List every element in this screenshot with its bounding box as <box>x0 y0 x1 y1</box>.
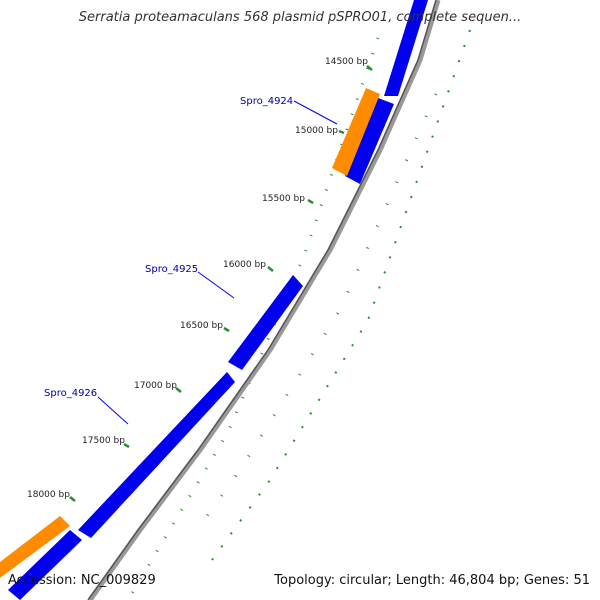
gene-label-leader <box>293 100 338 125</box>
gene-labels: Spro_4924 Spro_4925 Spro_4926 <box>44 96 338 425</box>
reverse-cds-spro-4927 <box>0 516 70 578</box>
forward-cds-spro-4923 <box>384 0 428 96</box>
scale-label: 17000 bp <box>134 381 177 391</box>
scale-label: 16500 bp <box>180 321 223 331</box>
scale-label: 18000 bp <box>27 490 70 500</box>
scale-tick <box>338 129 345 135</box>
scale-label: 14500 bp <box>325 57 368 67</box>
sequence-backbone <box>87 0 441 600</box>
inner-tick-dashes <box>202 29 471 561</box>
forward-cds-spro-4928 <box>8 530 82 600</box>
scale-tick <box>69 496 76 502</box>
summary-label: Topology: circular; Length: 46,804 bp; G… <box>274 573 590 588</box>
scale-tick <box>123 442 130 449</box>
scale-label: 17500 bp <box>82 436 125 446</box>
scale-label: 15500 bp <box>262 194 305 204</box>
scale-label: 16000 bp <box>223 260 266 270</box>
scale-label: 15000 bp <box>295 126 338 136</box>
gene-label: Spro_4926 <box>44 388 97 399</box>
forward-cds-spro-4924 <box>345 98 394 184</box>
cds-track-forward <box>8 0 428 600</box>
gene-label: Spro_4924 <box>240 96 293 107</box>
forward-cds-spro-4926 <box>78 372 235 538</box>
cds-track-reverse <box>0 88 380 578</box>
scale-tick <box>267 266 274 272</box>
gene-label: Spro_4925 <box>145 264 198 275</box>
scale-tick <box>175 387 182 393</box>
forward-cds-spro-4925 <box>228 275 303 370</box>
scale-tick <box>223 326 230 333</box>
scale-tick <box>366 65 373 71</box>
scale-labels: 14500 bp 15000 bp 15500 bp 16000 bp 16500 bp… <box>27 57 373 502</box>
gene-label-leader <box>97 396 129 425</box>
map-title: Serratia proteamaculans 568 plasmid pSPR… <box>78 10 522 25</box>
outer-tick-dots <box>126 37 380 600</box>
gene-label-leader <box>197 271 235 299</box>
scale-tick <box>307 198 314 205</box>
accession-label: Accession: NC_009829 <box>8 573 156 588</box>
reverse-cds-spro-4924 <box>332 88 380 176</box>
